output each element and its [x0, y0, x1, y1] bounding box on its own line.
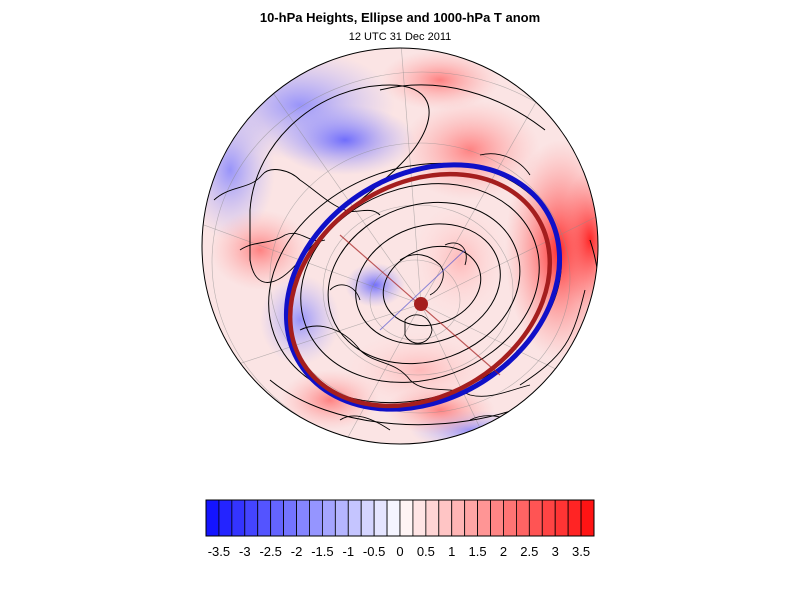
colorbar-bin	[244, 499, 259, 537]
figure-subtitle: 12 UTC 31 Dec 2011	[348, 31, 452, 43]
colorbar-labels: -3.5 -3 -2.5 -2 -1.5 -1 -0.5 0 0.5 1 1.5 2 2.5 3 3.5	[208, 544, 590, 559]
colorbar-bin	[218, 499, 233, 537]
colorbar-bin	[580, 499, 595, 537]
colorbar-bin	[477, 499, 491, 537]
colorbar-bin	[490, 499, 504, 537]
temperature-anomaly-field	[202, 48, 598, 444]
colorbar-tick-label: 1.5	[469, 544, 487, 559]
colorbar-bin	[425, 499, 440, 537]
colorbar-bin	[270, 499, 284, 537]
colorbar-bin	[541, 499, 556, 537]
colorbar-bin	[516, 499, 530, 537]
colorbar-bin	[205, 499, 220, 537]
colorbar-bin	[464, 499, 478, 537]
colorbar-tick-label: 0.5	[417, 544, 435, 559]
colorbar-frame	[205, 499, 595, 537]
colorbar-bin	[257, 499, 272, 537]
colorbar-tick-label: -2.5	[259, 544, 281, 559]
colorbar-bin	[373, 499, 388, 537]
colorbar-tick-label: -3.5	[208, 544, 230, 559]
colorbar-bin	[334, 499, 349, 537]
colorbar-bin	[283, 499, 297, 537]
colorbar-bin	[360, 499, 375, 537]
colorbar-tick-label: 1	[448, 544, 455, 559]
colorbar-bin	[347, 499, 362, 537]
colorbar-tick-label: -2	[291, 544, 303, 559]
colorbar-bin	[321, 499, 336, 537]
colorbar-bin	[386, 499, 401, 537]
colorbar-bin	[412, 499, 427, 537]
colorbar-bin	[231, 499, 246, 537]
figure-title: 10-hPa Heights, Ellipse and 1000-hPa T a…	[259, 10, 541, 25]
colorbar-bin	[451, 499, 466, 537]
colorbar-tick-label: -1.5	[311, 544, 333, 559]
vortex-centroid-marker	[414, 297, 428, 311]
colorbar-bin	[554, 499, 569, 537]
globe-outline	[201, 47, 599, 445]
colorbar-bin	[309, 499, 323, 537]
colorbar-tick-label: -0.5	[363, 544, 385, 559]
colorbar-tick-label: -1	[342, 544, 354, 559]
colorbar-tick-label: 3.5	[572, 544, 590, 559]
colorbar-bin	[399, 499, 414, 537]
colorbar-bin	[567, 499, 582, 537]
observed-vortex-ellipse	[283, 162, 563, 412]
colorbar-bins	[205, 499, 595, 537]
colorbar-bin	[503, 499, 517, 537]
colorbar-bin	[528, 499, 543, 537]
colorbar-tick-label: 2.5	[520, 544, 538, 559]
ellipse-minor-axis	[379, 249, 466, 331]
colorbar-tick-label: 3	[552, 544, 559, 559]
colorbar-bin	[296, 499, 310, 537]
fitted-vortex-ellipse	[287, 171, 553, 409]
colorbar-tick-label: -3	[239, 544, 251, 559]
colorbar-tick-label: 0	[396, 544, 403, 559]
colorbar-tick-label: 2	[500, 544, 507, 559]
colorbar-bin	[438, 499, 453, 537]
